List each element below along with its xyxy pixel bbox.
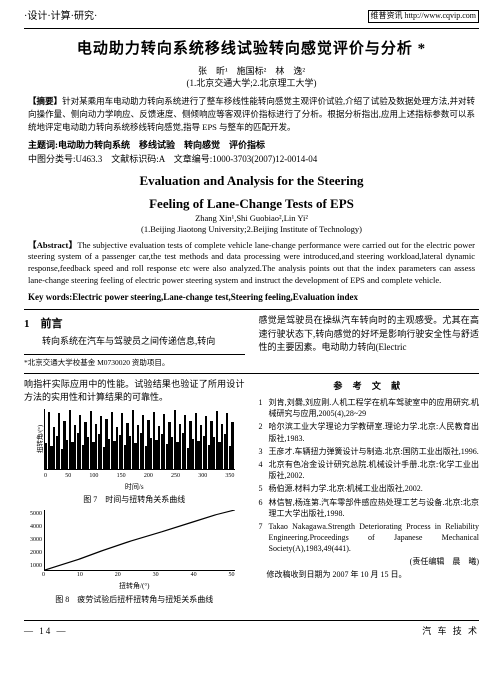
figure-8-caption: 图 8 疲劳试验后扭杆扭转角与扭矩关系曲线: [24, 594, 245, 606]
ref-text: 北京有色冶金设计研究总院.机械设计手册.北京:化学工业出版社,2002.: [269, 459, 480, 481]
authors-en: Zhang Xin¹,Shi Guobiao²,Lin Yi²: [24, 213, 479, 224]
ref-text: 林信智,杨连第.汽车零部件感应热处理工艺与设备.北京:北京理工大学出版社,199…: [269, 497, 480, 519]
separator-rule: [24, 309, 479, 310]
fig8-y-ticks: 50004000300020001000: [24, 510, 44, 571]
page-header: ·设计·计算·研究· 维普资讯 http://www.cqvip.com: [24, 10, 479, 24]
left-bottom-para: 响指杆实际应用中的性能。试验结果也验证了所用设计方法的实用性和计算结果的可靠性。: [24, 378, 245, 405]
col-left-lower: 响指杆实际应用中的性能。试验结果也验证了所用设计方法的实用性和计算结果的可靠性。…: [24, 378, 245, 610]
ref-text: Takao Nakagawa.Strength Deteriorating Pr…: [269, 521, 480, 555]
col-left-upper: 1 前言 转向系统在汽车与驾驶员之间传递信息,转向 *北京交通大学校基金 M07…: [24, 314, 245, 368]
editor-note: (责任编辑 晨 曦): [259, 556, 480, 568]
reference-item: 4北京有色冶金设计研究总院.机械设计手册.北京:化学工业出版社,2002.: [259, 459, 480, 481]
ref-num: 3: [259, 446, 269, 457]
abstract-en: 【Abstract】The subjective evaluation test…: [28, 240, 475, 288]
ref-text: 杨伯源.材料力学.北京:机械工业出版社,2002.: [269, 483, 480, 494]
ref-num: 2: [259, 421, 269, 443]
abstract-cn: 【摘要】针对某乘用车电动助力转向系统进行了整车移线性能转向感觉主观评价试验,介绍…: [28, 95, 475, 133]
footnote: *北京交通大学校基金 M0730020 资助项目。: [24, 354, 245, 368]
fig8-x-label: 扭转角/(°): [24, 581, 245, 592]
section-label: ·设计·计算·研究·: [24, 10, 97, 24]
figure-7-caption: 图 7 时间与扭转角关系曲线: [24, 494, 245, 506]
title-cn: 电动助力转向系统移线试验转向感觉评价与分析 *: [24, 39, 479, 59]
source-url-box: 维普资讯 http://www.cqvip.com: [368, 10, 479, 23]
reference-item: 5杨伯源.材料力学.北京:机械工业出版社,2002.: [259, 483, 480, 494]
page-footer: — 14 — 汽 车 技 术: [24, 620, 479, 637]
section-1-para: 转向系统在汽车与驾驶员之间传递信息,转向: [24, 335, 245, 349]
affiliation-en: (1.Beijing Jiaotong University;2.Beijing…: [24, 224, 479, 235]
fig8-x-ticks: 01020304050: [42, 571, 235, 580]
ref-num: 1: [259, 397, 269, 419]
reference-item: 2哈尔滨工业大学理论力学教研室.理论力学.北京:人民教育出版社,1983.: [259, 421, 480, 443]
abstract-en-text: The subjective evaluation tests of compl…: [28, 240, 475, 286]
abstract-cn-label: 【摘要】: [28, 96, 62, 106]
fig7-x-ticks: 050100150200250300350: [44, 472, 235, 481]
authors-cn: 张 昕¹ 施国标² 林 逸²: [24, 65, 479, 77]
title-en-line2: Feeling of Lane-Change Tests of EPS: [24, 195, 479, 213]
upper-columns: 1 前言 转向系统在汽车与驾驶员之间传递信息,转向 *北京交通大学校基金 M07…: [24, 314, 479, 368]
header-rule: [24, 28, 479, 29]
ref-num: 6: [259, 497, 269, 519]
references-title: 参 考 文 献: [259, 380, 480, 394]
title-en-line1: Evaluation and Analysis for the Steering: [24, 172, 479, 190]
reference-item: 6林信智,杨连第.汽车零部件感应热处理工艺与设备.北京:北京理工大学出版社,19…: [259, 497, 480, 519]
figure-7: 扭转角/(°) 050100150200250300350 时间/s 图 7 时…: [24, 409, 245, 507]
journal-name: 汽 车 技 术: [422, 625, 479, 637]
section-1-heading: 1 前言: [24, 316, 245, 333]
col-right-upper: 感觉是驾驶员在操纵汽车转向时的主观感受。尤其在高速行驶状态下,转向感觉的好坏是影…: [259, 314, 480, 368]
subject-line: 主题词:电动助力转向系统 移线试验 转向感觉 评价指标: [28, 139, 475, 151]
col-right-lower: 参 考 文 献 1刘肯,刘爨,刘应刚.人机工程学在机车驾驶室中的应用研究.机械研…: [259, 378, 480, 610]
affiliation-cn: (1.北京交通大学;2.北京理工大学): [24, 77, 479, 89]
ref-text: 王彦才.车辆扭力弹簧设计与制造.北京:国防工业出版社,1996.: [269, 446, 480, 457]
page-number: — 14 —: [24, 625, 68, 637]
keywords-en: Key words:Electric power steering,Lane-c…: [28, 291, 475, 303]
abstract-en-label: 【Abstract】: [28, 240, 77, 250]
section-1-para-right: 感觉是驾驶员在操纵汽车转向时的主观感受。尤其在高速行驶状态下,转向感觉的好坏是影…: [259, 314, 480, 355]
fig7-bars: [45, 409, 235, 469]
reference-item: 3王彦才.车辆扭力弹簧设计与制造.北京:国防工业出版社,1996.: [259, 446, 480, 457]
figure-7-plot: 扭转角/(°): [44, 409, 235, 470]
ref-num: 4: [259, 459, 269, 481]
ref-text: 哈尔滨工业大学理论力学教研室.理论力学.北京:人民教育出版社,1983.: [269, 421, 480, 443]
ref-text: 刘肯,刘爨,刘应刚.人机工程学在机车驾驶室中的应用研究.机械研究与应用,2005…: [269, 397, 480, 419]
received-date: 修改稿收到日期为 2007 年 10 月 15 日。: [259, 569, 480, 581]
reference-item: 7Takao Nakagawa.Strength Deteriorating P…: [259, 521, 480, 555]
mid-rule: [24, 373, 479, 374]
classification-line: 中图分类号:U463.3 文献标识码:A 文章编号:1000-3703(2007…: [28, 153, 475, 165]
reference-item: 1刘肯,刘爨,刘应刚.人机工程学在机车驾驶室中的应用研究.机械研究与应用,200…: [259, 397, 480, 419]
lower-columns: 响指杆实际应用中的性能。试验结果也验证了所用设计方法的实用性和计算结果的可靠性。…: [24, 378, 479, 610]
abstract-cn-text: 针对某乘用车电动助力转向系统进行了整车移线性能转向感觉主观评价试验,介绍了试验及…: [28, 96, 475, 132]
figure-8: 50004000300020001000 01020304050 扭转角/(°)…: [24, 510, 245, 606]
figure-8-plot: [44, 510, 235, 571]
fig8-line: [45, 510, 235, 570]
fig7-x-label: 时间/s: [24, 482, 245, 493]
ref-num: 7: [259, 521, 269, 555]
references-list: 1刘肯,刘爨,刘应刚.人机工程学在机车驾驶室中的应用研究.机械研究与应用,200…: [259, 397, 480, 554]
ref-num: 5: [259, 483, 269, 494]
